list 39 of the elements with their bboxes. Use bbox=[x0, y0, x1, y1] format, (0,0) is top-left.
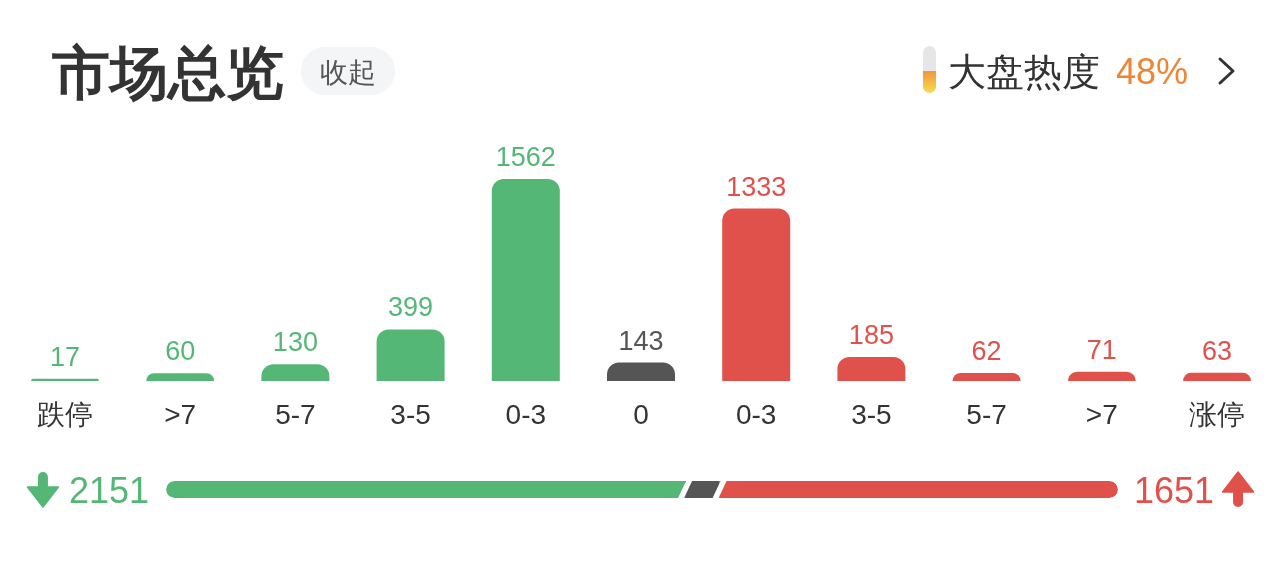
bar bbox=[607, 362, 675, 381]
x-tick-label: 0-3 bbox=[505, 399, 547, 430]
data-label: 1562 bbox=[495, 142, 556, 172]
bar bbox=[1183, 372, 1251, 381]
x-tick-label: 0 bbox=[633, 399, 649, 430]
data-label: 185 bbox=[848, 320, 894, 351]
bar bbox=[722, 208, 791, 381]
x-tick-label: 3-5 bbox=[390, 399, 431, 430]
bar bbox=[376, 329, 445, 381]
data-label: 17 bbox=[49, 341, 81, 372]
bar bbox=[952, 372, 1021, 381]
x-tick-label: 3-5 bbox=[851, 399, 892, 430]
data-label: 62 bbox=[971, 335, 1002, 366]
data-label: 1333 bbox=[726, 171, 787, 202]
data-label: 71 bbox=[1086, 334, 1117, 365]
x-tick-label: >7 bbox=[164, 399, 197, 430]
data-label: 2151 bbox=[68, 469, 149, 511]
bar bbox=[837, 357, 906, 381]
data-label: 399 bbox=[388, 292, 434, 323]
data-label: 130 bbox=[272, 327, 318, 358]
x-tick-label: 涨停 bbox=[1189, 399, 1245, 430]
bar bbox=[491, 179, 560, 381]
bar bbox=[146, 373, 215, 381]
x-tick-label: >7 bbox=[1085, 399, 1118, 430]
data-label: 60 bbox=[165, 336, 196, 367]
bar bbox=[261, 364, 330, 381]
data-label: 1651 bbox=[1134, 469, 1215, 511]
data-label: 63 bbox=[1201, 335, 1233, 366]
x-tick-label: 5-7 bbox=[966, 399, 1007, 430]
data-label: 143 bbox=[618, 325, 664, 356]
x-tick-label: 跌停 bbox=[37, 399, 93, 430]
text: 48% bbox=[1116, 51, 1189, 92]
bar bbox=[1067, 371, 1136, 381]
collapse-button: 收起 bbox=[301, 47, 395, 95]
x-tick-label: 0-3 bbox=[735, 399, 777, 430]
x-tick-label: 5-7 bbox=[275, 399, 316, 430]
text: 大盘热度 bbox=[948, 51, 1100, 93]
chart-title: 市场总览 bbox=[51, 40, 284, 105]
bar bbox=[31, 378, 99, 381]
